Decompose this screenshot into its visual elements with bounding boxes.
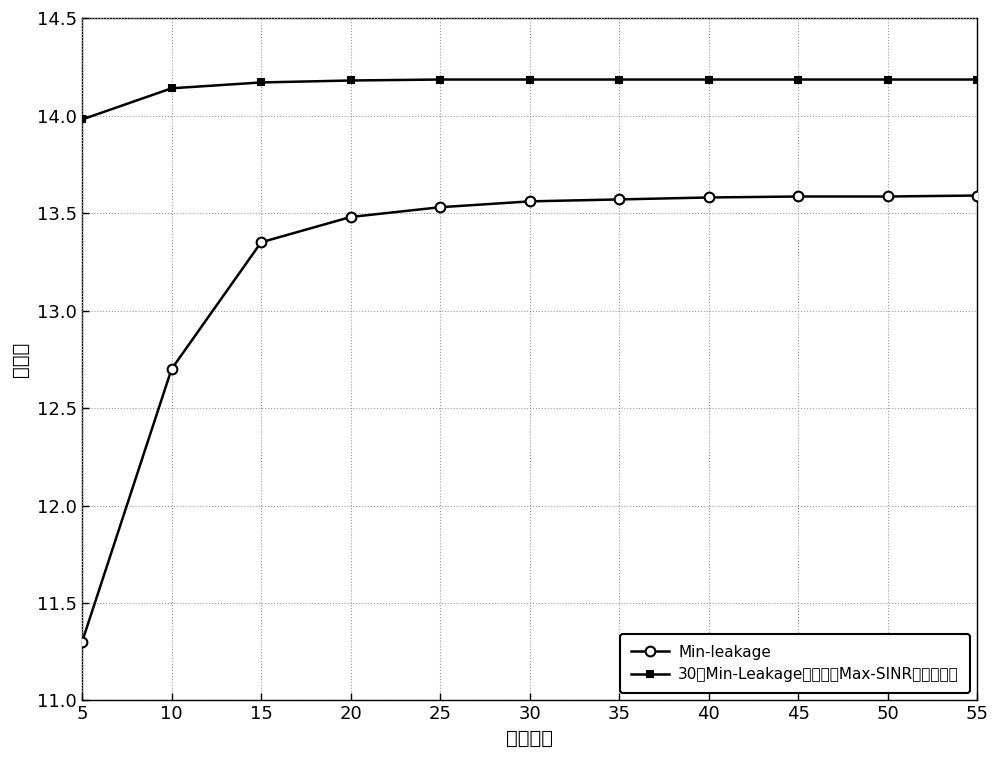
Line: Min-leakage: Min-leakage	[77, 191, 982, 647]
30次Min-Leakage算法以后Max-SINR算法的性能	[971, 75, 983, 84]
30次Min-Leakage算法以后Max-SINR算法的性能	[613, 75, 625, 84]
Min-leakage	[76, 638, 88, 647]
30次Min-Leakage算法以后Max-SINR算法的性能	[345, 76, 357, 85]
Min-leakage	[166, 364, 178, 373]
30次Min-Leakage算法以后Max-SINR算法的性能	[255, 78, 267, 87]
30次Min-Leakage算法以后Max-SINR算法的性能	[434, 75, 446, 84]
Min-leakage	[703, 193, 715, 202]
Min-leakage	[434, 203, 446, 212]
Min-leakage	[792, 192, 804, 201]
Min-leakage	[345, 213, 357, 222]
30次Min-Leakage算法以后Max-SINR算法的性能	[882, 75, 894, 84]
Y-axis label: 和速率: 和速率	[11, 342, 30, 377]
30次Min-Leakage算法以后Max-SINR算法的性能	[792, 75, 804, 84]
Min-leakage	[524, 197, 536, 206]
Min-leakage	[971, 191, 983, 200]
30次Min-Leakage算法以后Max-SINR算法的性能	[703, 75, 715, 84]
X-axis label: 迭代次数: 迭代次数	[506, 729, 553, 748]
Line: 30次Min-Leakage算法以后Max-SINR算法的性能: 30次Min-Leakage算法以后Max-SINR算法的性能	[77, 74, 982, 124]
Min-leakage	[255, 238, 267, 247]
30次Min-Leakage算法以后Max-SINR算法的性能	[76, 115, 88, 124]
30次Min-Leakage算法以后Max-SINR算法的性能	[524, 75, 536, 84]
30次Min-Leakage算法以后Max-SINR算法的性能	[166, 83, 178, 93]
Min-leakage	[882, 192, 894, 201]
Legend: Min-leakage, 30次Min-Leakage算法以后Max-SINR算法的性能: Min-leakage, 30次Min-Leakage算法以后Max-SINR算…	[620, 634, 970, 693]
Min-leakage	[613, 195, 625, 204]
